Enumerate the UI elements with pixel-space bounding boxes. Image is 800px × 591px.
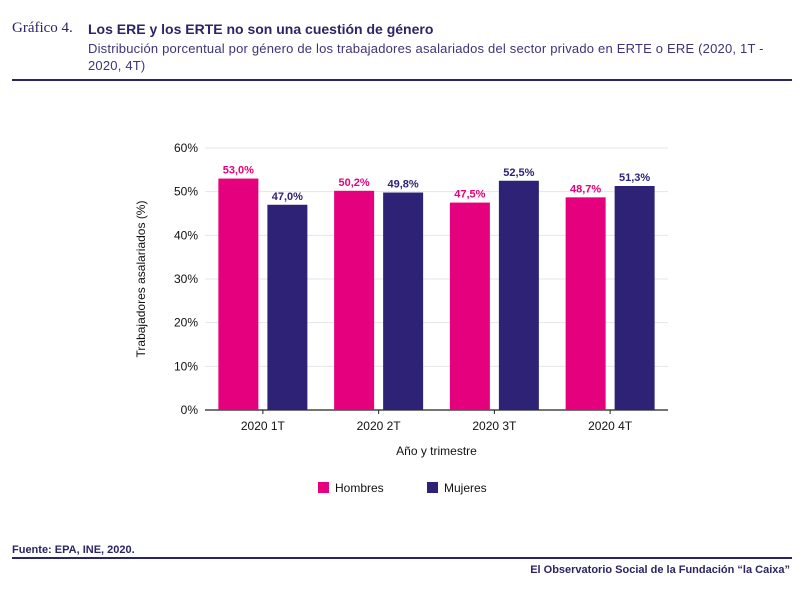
bar-hombres-3 — [565, 197, 606, 410]
y-tick-label: 50% — [174, 185, 198, 199]
bar-hombres-2 — [449, 202, 490, 410]
x-tick-label: 2020 3T — [472, 419, 517, 433]
data-label: 50,2% — [339, 177, 370, 189]
y-tick-label: 60% — [174, 141, 198, 155]
chart-title: Los ERE y los ERTE no son una cuestión d… — [88, 21, 434, 37]
y-tick-label: 40% — [174, 228, 198, 242]
data-label: 49,8% — [388, 179, 419, 191]
source-note: Fuente: EPA, INE, 2020. — [12, 544, 135, 556]
x-axis-title: Año y trimestre — [396, 444, 477, 458]
data-label: 53,0% — [223, 165, 254, 177]
data-label: 47,5% — [454, 189, 485, 201]
y-tick-label: 30% — [174, 272, 198, 286]
publisher-credit: El Observatorio Social de la Fundación “… — [530, 564, 790, 576]
legend-swatch-mujeres — [427, 482, 438, 493]
data-label: 51,3% — [619, 172, 650, 184]
bar-mujeres-1 — [383, 192, 424, 410]
header-divider — [12, 79, 792, 81]
legend-label-mujeres: Mujeres — [444, 481, 487, 495]
bar-hombres-0 — [218, 178, 259, 410]
legend-swatch-hombres — [318, 482, 329, 493]
x-tick-label: 2020 1T — [241, 419, 286, 433]
data-label: 48,7% — [570, 183, 601, 195]
x-tick-label: 2020 4T — [588, 419, 633, 433]
chart-subtitle: Distribución porcentual por género de lo… — [88, 41, 764, 73]
bar-mujeres-3 — [614, 185, 655, 410]
data-label: 52,5% — [503, 167, 534, 179]
bar-hombres-1 — [334, 190, 375, 410]
y-tick-label: 10% — [174, 359, 198, 373]
bar-mujeres-2 — [498, 180, 539, 410]
legend-label-hombres: Hombres — [335, 481, 384, 495]
bar-mujeres-0 — [267, 204, 308, 410]
y-axis-title: Trabajadores asalariados (%) — [134, 201, 148, 358]
figure-label: Gráfico 4. — [12, 20, 73, 36]
y-tick-label: 0% — [181, 403, 199, 417]
footer-divider — [12, 557, 792, 559]
data-label: 47,0% — [272, 191, 303, 203]
y-tick-label: 20% — [174, 316, 198, 330]
x-tick-label: 2020 2T — [357, 419, 402, 433]
